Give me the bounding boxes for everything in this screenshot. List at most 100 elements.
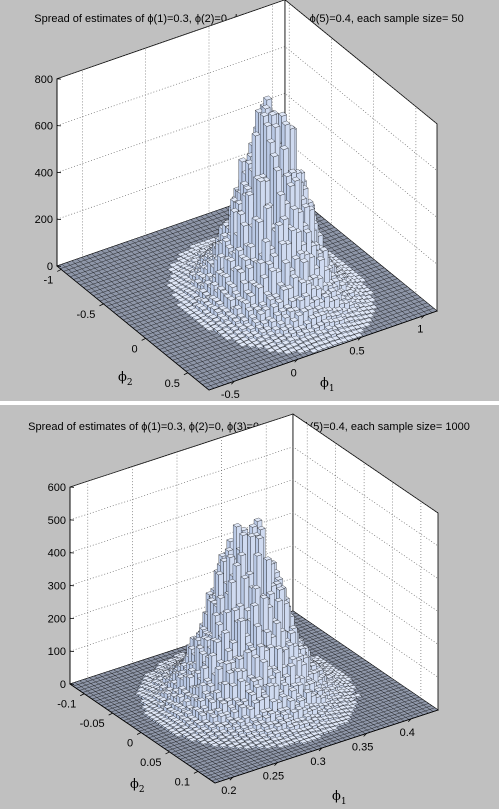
- histogram-bar-top: [278, 240, 288, 245]
- histogram-3d-sample-50: Spread of estimates of ϕ(1)=0.3, ϕ(2)=0,…: [34, 0, 464, 401]
- y-axis-label: ϕ2: [118, 370, 133, 388]
- histogram-bar-top: [319, 344, 329, 349]
- histogram-bar-top: [320, 318, 330, 324]
- histogram-bar-top: [236, 210, 246, 216]
- histogram-bar-top: [225, 329, 235, 335]
- histogram-bar-top: [258, 328, 268, 334]
- histogram-bar-top: [292, 345, 302, 351]
- histogram-bar-top: [256, 259, 266, 264]
- histogram-bar-top: [279, 145, 289, 150]
- grid-line-x: [265, 422, 412, 720]
- histogram-bar-top: [233, 304, 243, 310]
- x-tick-mark: [357, 337, 362, 341]
- histogram-bar-top: [282, 303, 292, 309]
- histogram-bar-top: [183, 302, 193, 308]
- histogram-bar-top: [299, 258, 309, 263]
- histogram-bar-top: [235, 246, 245, 252]
- histogram-bar-top: [218, 323, 228, 328]
- histogram-bar-top: [286, 307, 296, 313]
- y-axis-label-subscript: 2: [127, 378, 133, 388]
- y-tick-mark: [57, 269, 62, 272]
- histogram-bar-top: [202, 291, 212, 297]
- histogram-bar-top: [263, 95, 273, 101]
- histogram-bar-top: [261, 237, 271, 243]
- histogram-bar-top: [334, 323, 344, 329]
- histogram-bar-top: [301, 346, 311, 352]
- histogram-bar-top: [220, 315, 230, 321]
- histogram-bar-top: [246, 342, 256, 348]
- histogram-bar-top: [244, 264, 254, 269]
- histogram-bar-top: [271, 325, 281, 331]
- histogram-bar-top: [240, 180, 250, 186]
- grid-line-z: [69, 479, 439, 579]
- histogram-bar-top: [289, 205, 299, 211]
- histogram-bar-top: [296, 249, 306, 255]
- x-tick-label: 0: [291, 367, 297, 379]
- x-tick-label: 0.5: [349, 345, 364, 357]
- histogram-bar-top: [243, 339, 253, 345]
- grid-line-z: [56, 46, 438, 171]
- histogram-bar-top: [216, 329, 226, 335]
- histogram-bar-top: [266, 347, 276, 353]
- z-tick-label: 200: [35, 214, 53, 226]
- z-tick-label: 800: [35, 74, 53, 86]
- histogram-bar-top: [213, 308, 223, 314]
- histogram-bar-top: [296, 296, 306, 302]
- histogram-bar-top: [238, 325, 248, 330]
- histogram-bar-top: [241, 256, 251, 261]
- y-tick-label: -1: [43, 274, 53, 286]
- histogram-bar-top: [279, 285, 289, 291]
- histogram-bar-top: [254, 324, 264, 329]
- histogram-bar-top: [251, 318, 261, 324]
- histogram-bar-top: [311, 342, 321, 347]
- x-tick-mark: [231, 380, 235, 385]
- histogram-bar-top: [273, 338, 283, 344]
- histogram-bar-top: [268, 111, 278, 116]
- histogram-bar-top: [271, 293, 281, 298]
- histogram-bar-top: [228, 313, 238, 319]
- histogram-bar-top: [281, 340, 291, 345]
- histogram-bar-top: [309, 273, 319, 279]
- histogram-bar-top: [256, 310, 266, 315]
- histogram-bar-top: [301, 203, 311, 208]
- histogram-bar-top: [281, 259, 291, 264]
- histogram-bar-top: [296, 348, 306, 354]
- histogram-bar-top: [202, 309, 212, 315]
- histogram-bar-top: [216, 253, 226, 258]
- histogram-bar-top: [276, 320, 286, 325]
- histogram-bar-top: [233, 265, 243, 270]
- histogram-bar-top: [244, 191, 254, 196]
- histogram-bar-top: [216, 285, 226, 291]
- histogram-bar-top: [198, 288, 208, 293]
- histogram-bar-top: [210, 281, 220, 287]
- histogram-bar-top: [220, 289, 230, 295]
- histogram-bar-top: [235, 339, 245, 344]
- y-tick-mark: [99, 303, 104, 307]
- histogram-bar-top: [282, 172, 292, 177]
- histogram-bar-top: [320, 293, 330, 298]
- histogram-bar-top: [276, 281, 286, 287]
- histogram-bar-top: [211, 297, 221, 302]
- histogram-bar-top: [223, 320, 233, 325]
- grid-line-z: [69, 512, 439, 612]
- histogram-bar-top: [190, 292, 200, 298]
- histogram-3d-sample-1000: Spread of estimates of ϕ(1)=0.3, ϕ(2)=0,…: [28, 413, 470, 807]
- histogram-bar-top: [205, 326, 215, 332]
- grid-line-y: [187, 106, 417, 374]
- grid-line-z: [69, 413, 439, 514]
- histogram-bar-top: [278, 111, 288, 117]
- histogram-bar-top: [292, 326, 302, 332]
- histogram-bar-top: [254, 343, 264, 349]
- histogram-bar-top: [301, 292, 311, 298]
- histogram-bar-top: [226, 257, 236, 262]
- histogram-bar-top: [230, 326, 240, 331]
- histogram-bar-top: [282, 349, 292, 355]
- histogram-bar-top: [206, 320, 216, 326]
- x-axis-label: ϕ1: [320, 376, 335, 394]
- histogram-bar-top: [240, 316, 250, 322]
- histogram-bar-top: [243, 185, 253, 191]
- y-tick-label: 0.5: [165, 378, 180, 390]
- y-tick-label: 0: [132, 343, 138, 355]
- histogram-bar-top: [268, 317, 278, 323]
- y-axis-line: [56, 265, 210, 391]
